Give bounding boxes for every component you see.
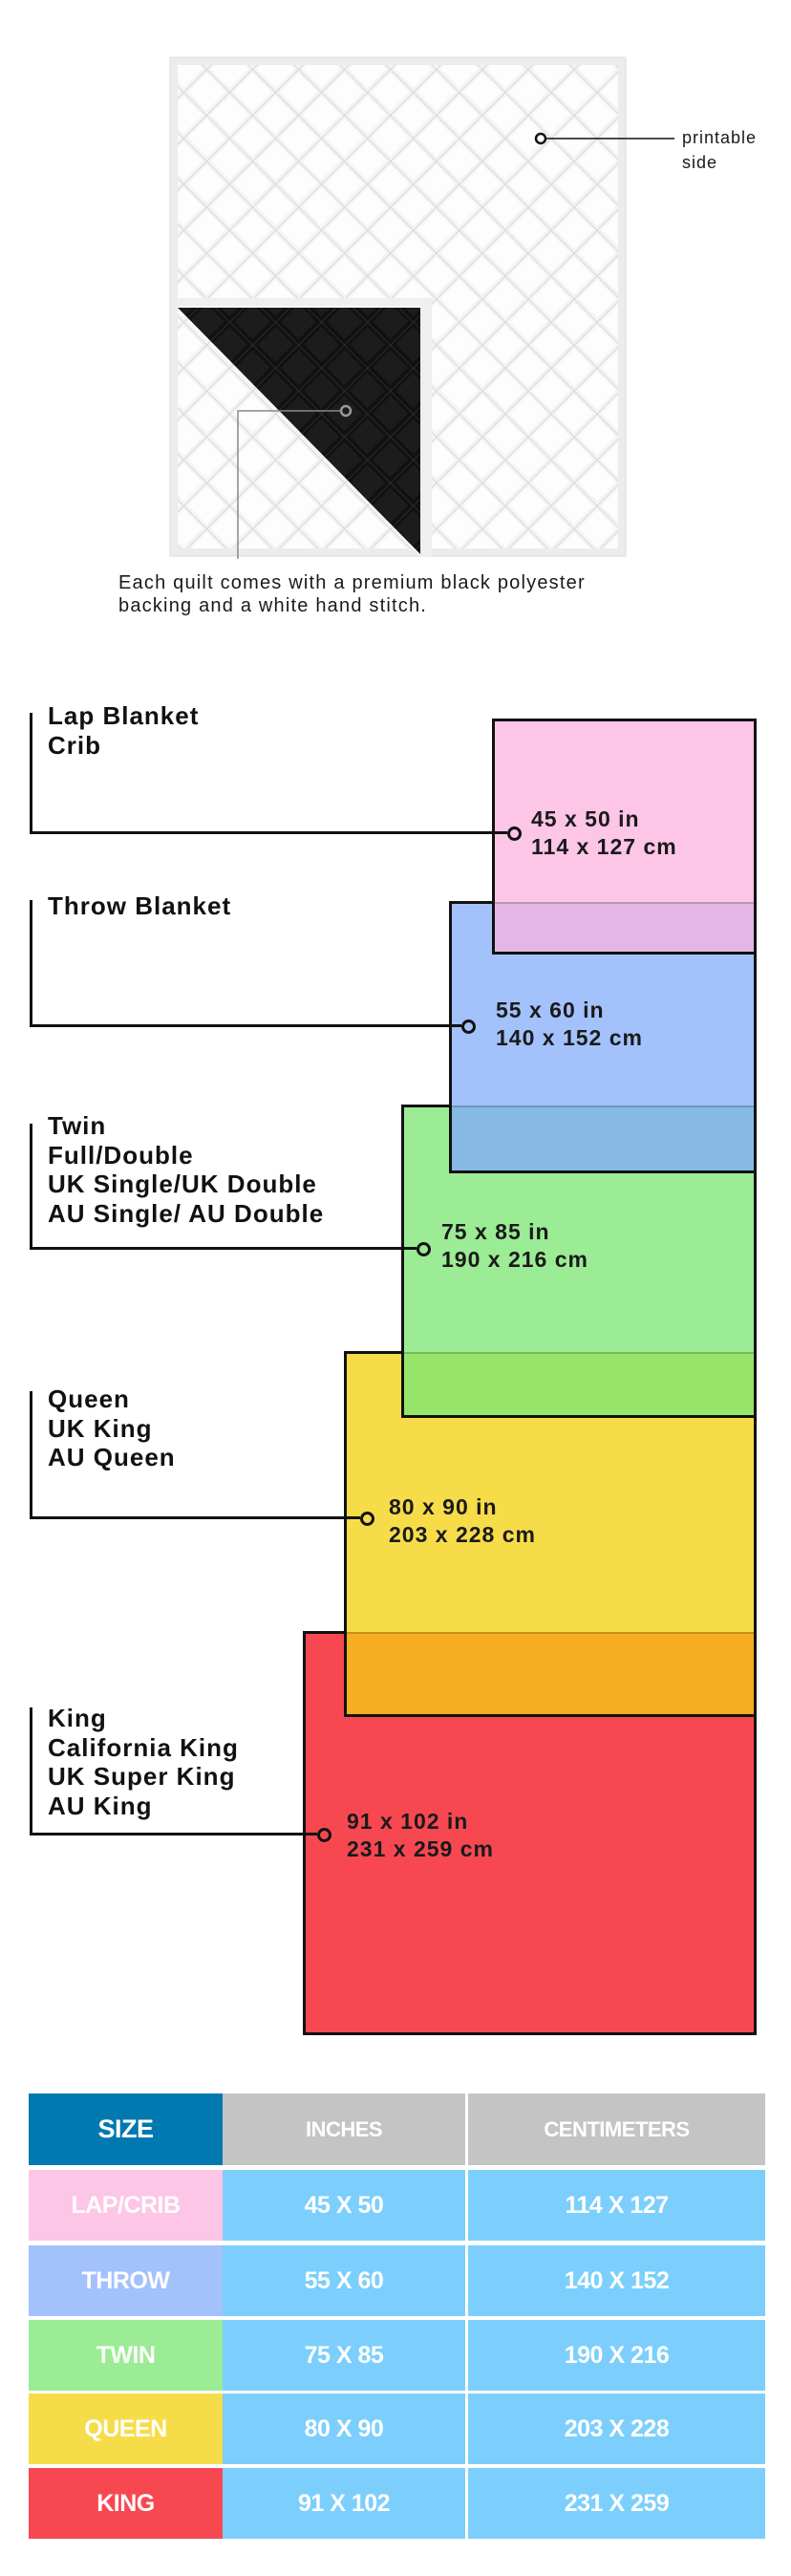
table-cell-inches: 91 X 102 [223, 2468, 465, 2539]
header-centimeters: CENTIMETERS [468, 2093, 765, 2165]
dims-cm: 140 x 152 cm [496, 1025, 643, 1050]
leader-line [30, 1516, 360, 1519]
size-names-king: King California King UK Super King AU Ki… [48, 1704, 239, 1820]
leader-line [30, 1707, 32, 1835]
leader-line [30, 900, 32, 1027]
quilt-illustration [169, 56, 674, 559]
throw-marker [461, 1020, 476, 1034]
dims-cm: 231 x 259 cm [347, 1836, 494, 1861]
leader-line [30, 1247, 417, 1250]
dims-cm: 114 x 127 cm [531, 834, 677, 859]
lap-marker [507, 826, 522, 841]
table-cell-cm: 190 X 216 [468, 2320, 765, 2391]
size-name: AU Single/ AU Double [48, 1198, 325, 1228]
printable-side-label: printable side [682, 125, 757, 175]
table-cell-inches: 45 X 50 [223, 2170, 465, 2241]
size-name: AU Queen [48, 1443, 176, 1471]
dims-inches: 80 x 90 in [389, 1494, 498, 1519]
size-name: UK Super King [48, 1762, 236, 1791]
table-cell-size: QUEEN [29, 2394, 223, 2464]
size-name: Lap Blanket [48, 701, 200, 730]
dims-twin: 75 x 85 in 190 x 216 cm [441, 1218, 588, 1274]
dims-queen: 80 x 90 in 203 x 228 cm [389, 1493, 536, 1549]
leader-line [30, 713, 32, 834]
size-name: UK King [48, 1413, 153, 1443]
size-names-throw: Throw Blanket [48, 891, 231, 921]
size-name: Twin [48, 1111, 107, 1140]
table-cell-cm: 231 X 259 [468, 2468, 765, 2539]
size-name: Queen [48, 1385, 130, 1413]
size-name: Throw Blanket [48, 891, 232, 920]
size-name: Full/Double [48, 1140, 194, 1170]
table-cell-cm: 140 X 152 [468, 2245, 765, 2316]
table-cell-cm: 114 X 127 [468, 2170, 765, 2241]
table-cell-inches: 55 X 60 [223, 2245, 465, 2316]
dims-inches: 91 x 102 in [347, 1809, 469, 1834]
size-name: King [48, 1704, 107, 1732]
table-cell-inches: 75 X 85 [223, 2320, 465, 2391]
printable-label-line: printable [682, 128, 758, 147]
dims-cm: 190 x 216 cm [441, 1247, 588, 1272]
dims-lap: 45 x 50 in 114 x 127 cm [531, 805, 677, 861]
size-name: AU King [48, 1791, 153, 1820]
dims-king: 91 x 102 in 231 x 259 cm [347, 1808, 494, 1863]
overlap-twin-queen [404, 1352, 754, 1415]
header-size: SIZE [29, 2093, 223, 2165]
header-inches: INCHES [223, 2093, 465, 2165]
dims-inches: 45 x 50 in [531, 806, 640, 831]
table-cell-inches: 80 X 90 [223, 2394, 465, 2464]
caption-line: Each quilt comes with a premium black po… [118, 572, 586, 593]
queen-marker [360, 1512, 374, 1526]
size-name: UK Single/UK Double [48, 1170, 317, 1198]
dims-inches: 75 x 85 in [441, 1219, 550, 1244]
twin-marker [417, 1242, 431, 1256]
leader-line [30, 1024, 461, 1027]
table-cell-size: THROW [29, 2245, 223, 2316]
size-names-queen: Queen UK King AU Queen [48, 1385, 176, 1472]
table-cell-size: KING [29, 2468, 223, 2539]
dims-inches: 55 x 60 in [496, 998, 605, 1022]
overlap-queen-king [347, 1632, 754, 1714]
overlap-lap-throw [495, 902, 754, 952]
table-cell-cm: 203 X 228 [468, 2394, 765, 2464]
quilt-caption: Each quilt comes with a premium black po… [118, 571, 586, 617]
overlap-throw-twin [452, 1106, 754, 1170]
king-marker [317, 1828, 331, 1842]
printable-label-line: side [682, 153, 718, 172]
size-names-twin: Twin Full/Double UK Single/UK Double AU … [48, 1111, 324, 1228]
size-name: California King [48, 1732, 239, 1762]
table-cell-size: TWIN [29, 2320, 223, 2391]
leader-line [30, 1833, 317, 1835]
dims-throw: 55 x 60 in 140 x 152 cm [496, 997, 643, 1052]
size-name: Crib [48, 730, 101, 760]
size-names-lap: Lap Blanket Crib [48, 701, 199, 760]
leader-line [30, 1124, 32, 1250]
table-cell-size: LAP/CRIB [29, 2170, 223, 2241]
leader-line [30, 1391, 32, 1519]
leader-line [30, 831, 507, 834]
dims-cm: 203 x 228 cm [389, 1522, 536, 1547]
caption-line: backing and a white hand stitch. [118, 595, 428, 616]
